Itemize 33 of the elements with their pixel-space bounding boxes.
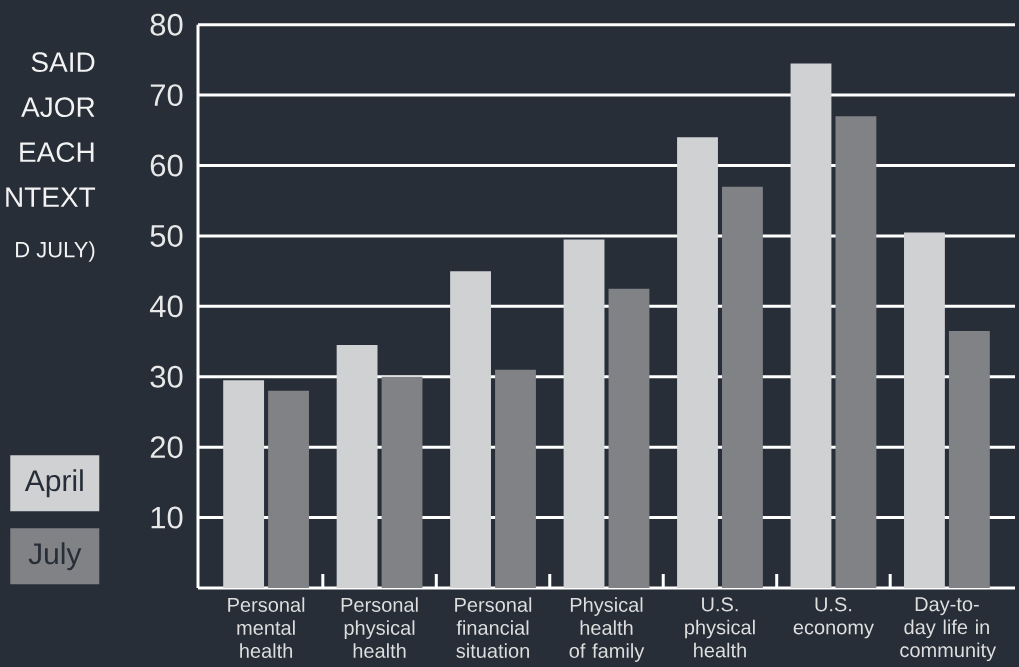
x-tick-label: Physical health of family [569, 597, 645, 662]
bar [608, 288, 650, 588]
bar [904, 232, 945, 588]
y-tick-label: 10 [151, 506, 183, 529]
y-tick-label: 40 [149, 295, 183, 318]
bar [790, 63, 832, 588]
y-tick-label: 70 [150, 84, 183, 107]
text: D JULY) [16, 241, 95, 262]
text: April [24, 469, 83, 498]
bar [563, 239, 605, 588]
bar [336, 345, 378, 588]
x-tick-label: U.S. physical health [685, 597, 755, 658]
y-tick-label: 80 [150, 13, 183, 36]
text: SAID AJOR EACH NTEXT [6, 52, 96, 207]
bar [835, 116, 877, 588]
x-tick-label: Personal mental health [228, 597, 305, 658]
y-tick-label: 30 [150, 365, 183, 388]
x-tick-label: Day-to-day life in community [900, 597, 997, 662]
bar [450, 271, 491, 588]
x-tick-label: Personal financial situation [455, 597, 532, 658]
text: July [28, 542, 82, 571]
bar [268, 390, 309, 588]
y-tick-label: 50 [150, 224, 183, 247]
y-tick-label: 60 [150, 154, 183, 177]
bar [381, 376, 423, 588]
bar [677, 137, 718, 588]
y-tick-label: 20 [150, 436, 183, 459]
bar [948, 330, 990, 588]
bar [223, 380, 265, 588]
x-tick-label: Personal physical health [341, 597, 418, 658]
x-tick-label: U.S. economy [793, 597, 874, 639]
bar [495, 369, 536, 588]
bar [722, 186, 763, 588]
